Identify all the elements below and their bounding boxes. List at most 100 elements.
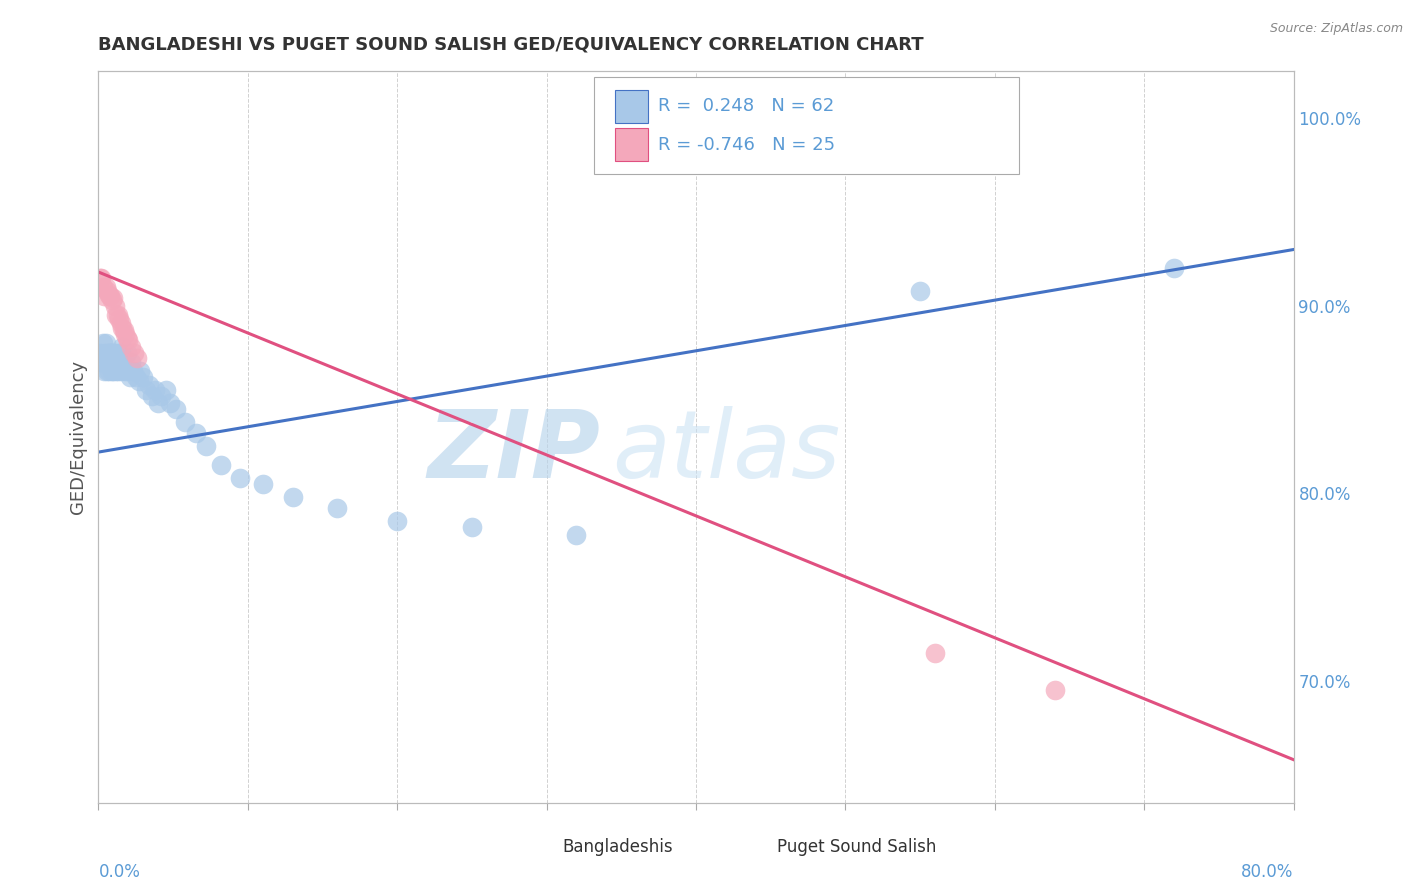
Point — [108, 359, 131, 373]
Point — [107, 364, 129, 378]
Point — [143, 383, 166, 397]
Point — [93, 364, 115, 378]
Point — [174, 415, 197, 429]
Point — [128, 374, 150, 388]
Point — [96, 345, 118, 359]
Point — [97, 345, 120, 359]
Point — [97, 364, 120, 378]
Point — [118, 370, 141, 384]
Point — [110, 345, 132, 359]
Point — [125, 370, 148, 384]
Point — [184, 426, 207, 441]
Point — [138, 377, 160, 392]
Point — [565, 527, 588, 541]
Text: Bangladeshis: Bangladeshis — [562, 838, 672, 855]
Point — [112, 323, 135, 337]
Point — [117, 333, 139, 347]
Point — [105, 364, 128, 378]
Point — [141, 389, 163, 403]
Point — [100, 345, 122, 359]
Point — [91, 280, 114, 294]
Text: R =  0.248   N = 62: R = 0.248 N = 62 — [658, 96, 834, 115]
Point — [101, 293, 124, 308]
Point — [155, 383, 177, 397]
Text: atlas: atlas — [613, 406, 841, 497]
Point — [461, 520, 484, 534]
Point — [105, 308, 128, 322]
Point — [111, 359, 134, 373]
Point — [93, 289, 115, 303]
Text: 80.0%: 80.0% — [1241, 863, 1294, 880]
Point — [195, 440, 218, 454]
Point — [107, 345, 129, 359]
Point — [96, 364, 118, 378]
Point — [103, 355, 125, 369]
Text: Source: ZipAtlas.com: Source: ZipAtlas.com — [1270, 22, 1403, 36]
FancyBboxPatch shape — [614, 128, 648, 161]
FancyBboxPatch shape — [595, 78, 1018, 174]
Point — [115, 331, 138, 345]
Point — [326, 501, 349, 516]
Point — [104, 299, 127, 313]
Point — [281, 490, 304, 504]
Point — [127, 351, 149, 366]
Point — [1163, 261, 1185, 276]
Point — [110, 364, 132, 378]
Text: R = -0.746   N = 25: R = -0.746 N = 25 — [658, 136, 835, 153]
Point — [114, 326, 136, 341]
Point — [101, 345, 124, 359]
Text: ZIP: ZIP — [427, 406, 600, 498]
Point — [96, 284, 118, 298]
Point — [165, 401, 187, 416]
Point — [132, 370, 155, 384]
Point — [100, 289, 122, 303]
Point — [111, 321, 134, 335]
Point — [159, 396, 181, 410]
Point — [103, 345, 125, 359]
Point — [110, 316, 132, 330]
Point — [105, 355, 128, 369]
Point — [924, 646, 946, 660]
Point — [385, 515, 409, 529]
Point — [94, 336, 117, 351]
Point — [209, 458, 232, 473]
Point — [103, 364, 125, 378]
Point — [148, 396, 170, 410]
Point — [108, 345, 131, 359]
FancyBboxPatch shape — [744, 836, 770, 858]
Text: BANGLADESHI VS PUGET SOUND SALISH GED/EQUIVALENCY CORRELATION CHART: BANGLADESHI VS PUGET SOUND SALISH GED/EQ… — [98, 36, 924, 54]
Point — [252, 477, 274, 491]
Point — [1043, 683, 1066, 698]
Point — [121, 364, 143, 378]
Point — [89, 270, 111, 285]
Point — [129, 364, 152, 378]
Text: Puget Sound Salish: Puget Sound Salish — [778, 838, 936, 855]
Point — [229, 471, 252, 485]
Text: 0.0%: 0.0% — [98, 863, 141, 880]
Point — [91, 336, 114, 351]
Point — [908, 284, 931, 298]
Point — [89, 345, 111, 359]
Point — [114, 364, 136, 378]
Point — [97, 287, 120, 301]
FancyBboxPatch shape — [529, 836, 555, 858]
Point — [111, 340, 134, 354]
Point — [100, 355, 122, 369]
Point — [120, 355, 142, 369]
Point — [93, 345, 115, 359]
Point — [103, 291, 125, 305]
Point — [90, 355, 112, 369]
Point — [104, 359, 127, 373]
Point — [101, 364, 124, 378]
Point — [124, 345, 146, 359]
Point — [108, 312, 131, 326]
Point — [107, 308, 129, 322]
Point — [120, 340, 142, 354]
Point — [135, 383, 157, 397]
Point — [104, 345, 127, 359]
Point — [94, 280, 117, 294]
Point — [117, 364, 139, 378]
Point — [150, 389, 173, 403]
FancyBboxPatch shape — [614, 90, 648, 122]
Point — [90, 270, 112, 285]
